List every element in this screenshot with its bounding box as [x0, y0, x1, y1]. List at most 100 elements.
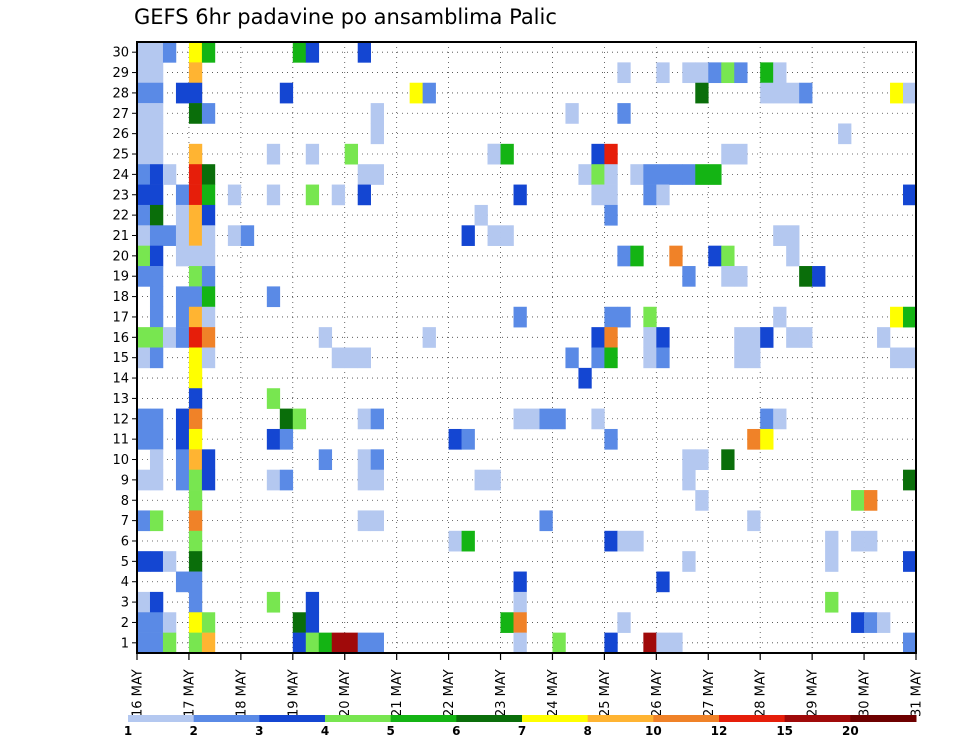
heatmap-cell — [357, 510, 371, 532]
heatmap-cell — [864, 530, 878, 552]
heatmap-cell — [513, 306, 527, 328]
heatmap-cell — [201, 184, 216, 206]
heatmap-cell — [604, 306, 618, 328]
y-tick-label: 16 — [112, 331, 129, 346]
y-tick-label: 26 — [112, 127, 129, 142]
heatmap-cell — [188, 632, 203, 654]
x-tick-label: 28 MAY — [754, 669, 769, 717]
x-tick-label: 22 MAY — [442, 669, 457, 717]
heatmap-cell — [747, 428, 761, 450]
heatmap-cell — [357, 449, 371, 470]
x-tick-label: 17 MAY — [182, 669, 197, 717]
heatmap-cell — [266, 143, 281, 165]
y-tick-label: 30 — [112, 46, 129, 61]
heatmap-cell — [656, 164, 670, 185]
heatmap-cell — [786, 327, 800, 348]
y-tick-label: 22 — [112, 209, 129, 224]
colorbar-label: 10 — [645, 724, 662, 738]
heatmap-cell — [422, 82, 436, 104]
heatmap-cell — [149, 286, 164, 308]
chart-title: GEFS 6hr padavine po ansamblima Palic — [134, 5, 557, 29]
y-tick-label: 8 — [121, 494, 129, 509]
colorbar-label: 8 — [583, 724, 591, 738]
heatmap-cell — [149, 184, 164, 206]
heatmap-cell — [734, 266, 748, 287]
heatmap-cell — [149, 408, 164, 430]
heatmap-cell — [266, 286, 281, 308]
heatmap-cell — [357, 184, 371, 206]
heatmap-cell — [279, 82, 294, 104]
heatmap-cell — [656, 632, 670, 654]
heatmap-cell — [682, 266, 696, 287]
heatmap-cell — [721, 62, 735, 84]
heatmap-cell — [201, 225, 216, 246]
heatmap-cell — [188, 490, 203, 511]
heatmap-cell — [137, 408, 151, 430]
heatmap-cell — [201, 632, 216, 654]
y-tick-label: 7 — [121, 514, 129, 529]
heatmap-cell — [591, 184, 605, 206]
heatmap-cell — [149, 143, 164, 165]
heatmap-cell — [773, 306, 787, 328]
heatmap-cell — [137, 123, 151, 145]
heatmap-cell — [370, 449, 384, 470]
heatmap-cell — [669, 245, 683, 267]
heatmap-cell — [292, 408, 307, 430]
heatmap-cell — [617, 245, 631, 267]
heatmap-cell — [344, 347, 359, 369]
heatmap-cell — [474, 469, 488, 491]
y-tick-label: 11 — [112, 433, 129, 448]
heatmap-cell — [760, 82, 774, 104]
heatmap-cell — [487, 225, 501, 246]
heatmap-cell — [201, 449, 216, 470]
heatmap-cell — [201, 612, 216, 633]
heatmap-cell — [786, 225, 800, 246]
heatmap-cell — [591, 164, 605, 185]
heatmap-cell — [617, 530, 631, 552]
heatmap-cell — [162, 42, 177, 63]
x-tick-label: 20 MAY — [338, 669, 353, 717]
heatmap-cell — [643, 306, 657, 328]
heatmap-cell — [201, 286, 216, 308]
heatmap-cell — [877, 327, 891, 348]
heatmap-cell — [175, 428, 190, 450]
y-tick-label: 1 — [121, 636, 129, 651]
heatmap-cell — [656, 62, 670, 84]
heatmap-cell — [357, 469, 371, 491]
colorbar-label: 4 — [321, 724, 329, 738]
heatmap-cell — [643, 184, 657, 206]
y-tick-label: 24 — [112, 168, 129, 183]
colorbar-swatch — [456, 715, 523, 722]
heatmap-cell — [370, 510, 384, 532]
heatmap-cell — [188, 551, 203, 572]
heatmap-cell — [461, 225, 475, 246]
heatmap-cell — [137, 82, 151, 104]
heatmap-cell — [137, 143, 151, 165]
colorbar-label: 1 — [124, 724, 132, 738]
heatmap-cell — [188, 469, 203, 491]
heatmap-cell — [903, 184, 917, 206]
colorbar-label: 2 — [189, 724, 197, 738]
heatmap-cell — [773, 62, 787, 84]
heatmap-cell — [708, 164, 722, 185]
y-tick-label: 9 — [121, 473, 129, 488]
heatmap-cell — [188, 286, 203, 308]
heatmap-cell — [162, 612, 177, 633]
heatmap-cell — [617, 306, 631, 328]
heatmap-cell — [137, 469, 151, 491]
heatmap-cell — [201, 306, 216, 328]
heatmap-cell — [682, 449, 696, 470]
colorbar-swatch — [784, 715, 851, 722]
heatmap-cell — [747, 327, 761, 348]
heatmap-cell — [162, 327, 177, 348]
heatmap-cell — [513, 571, 527, 593]
heatmap-cell — [903, 82, 917, 104]
heatmap-cell — [175, 184, 190, 206]
heatmap-cell — [513, 612, 527, 633]
heatmap-cell — [643, 347, 657, 369]
heatmap-cell — [188, 408, 203, 430]
heatmap-cell — [188, 143, 203, 165]
heatmap-cell — [149, 469, 164, 491]
heatmap-cell — [604, 204, 618, 226]
heatmap-cell — [695, 449, 709, 470]
